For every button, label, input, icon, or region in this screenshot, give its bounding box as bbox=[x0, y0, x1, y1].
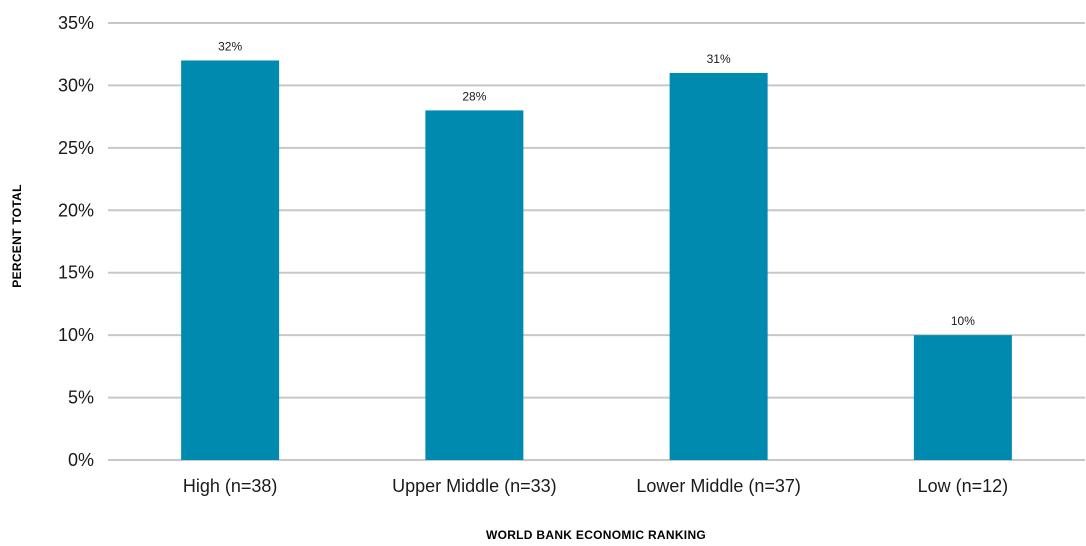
y-tick-label: 25% bbox=[58, 138, 94, 158]
bar bbox=[181, 60, 280, 460]
bar bbox=[669, 72, 768, 460]
y-tick-label: 20% bbox=[58, 200, 94, 220]
bars bbox=[181, 60, 1012, 461]
y-tick-label: 35% bbox=[58, 13, 94, 33]
bar bbox=[913, 335, 1012, 460]
y-tick-label: 5% bbox=[68, 388, 94, 408]
y-tick-label: 30% bbox=[58, 75, 94, 95]
x-category-label: Lower Middle (n=37) bbox=[636, 476, 801, 496]
data-labels: 32% 28% 31% 10% bbox=[218, 39, 975, 328]
x-category-label: Low (n=12) bbox=[918, 476, 1009, 496]
x-axis-categories: High (n=38) Upper Middle (n=33) Lower Midd… bbox=[183, 476, 1008, 496]
data-label: 32% bbox=[218, 39, 242, 53]
data-label: 31% bbox=[707, 52, 731, 66]
x-axis-title: WORLD BANK ECONOMIC RANKING bbox=[486, 528, 706, 542]
data-label: 28% bbox=[462, 89, 486, 103]
y-axis-ticks: 0% 5% 10% 15% 20% 25% 30% 35% bbox=[58, 13, 94, 470]
x-category-label: High (n=38) bbox=[183, 476, 278, 496]
data-label: 10% bbox=[951, 314, 975, 328]
y-tick-label: 10% bbox=[58, 325, 94, 345]
x-category-label: Upper Middle (n=33) bbox=[392, 476, 557, 496]
y-tick-label: 0% bbox=[68, 450, 94, 470]
y-axis-title: PERCENT TOTAL bbox=[10, 184, 24, 287]
bar bbox=[425, 110, 524, 461]
y-tick-label: 15% bbox=[58, 263, 94, 283]
